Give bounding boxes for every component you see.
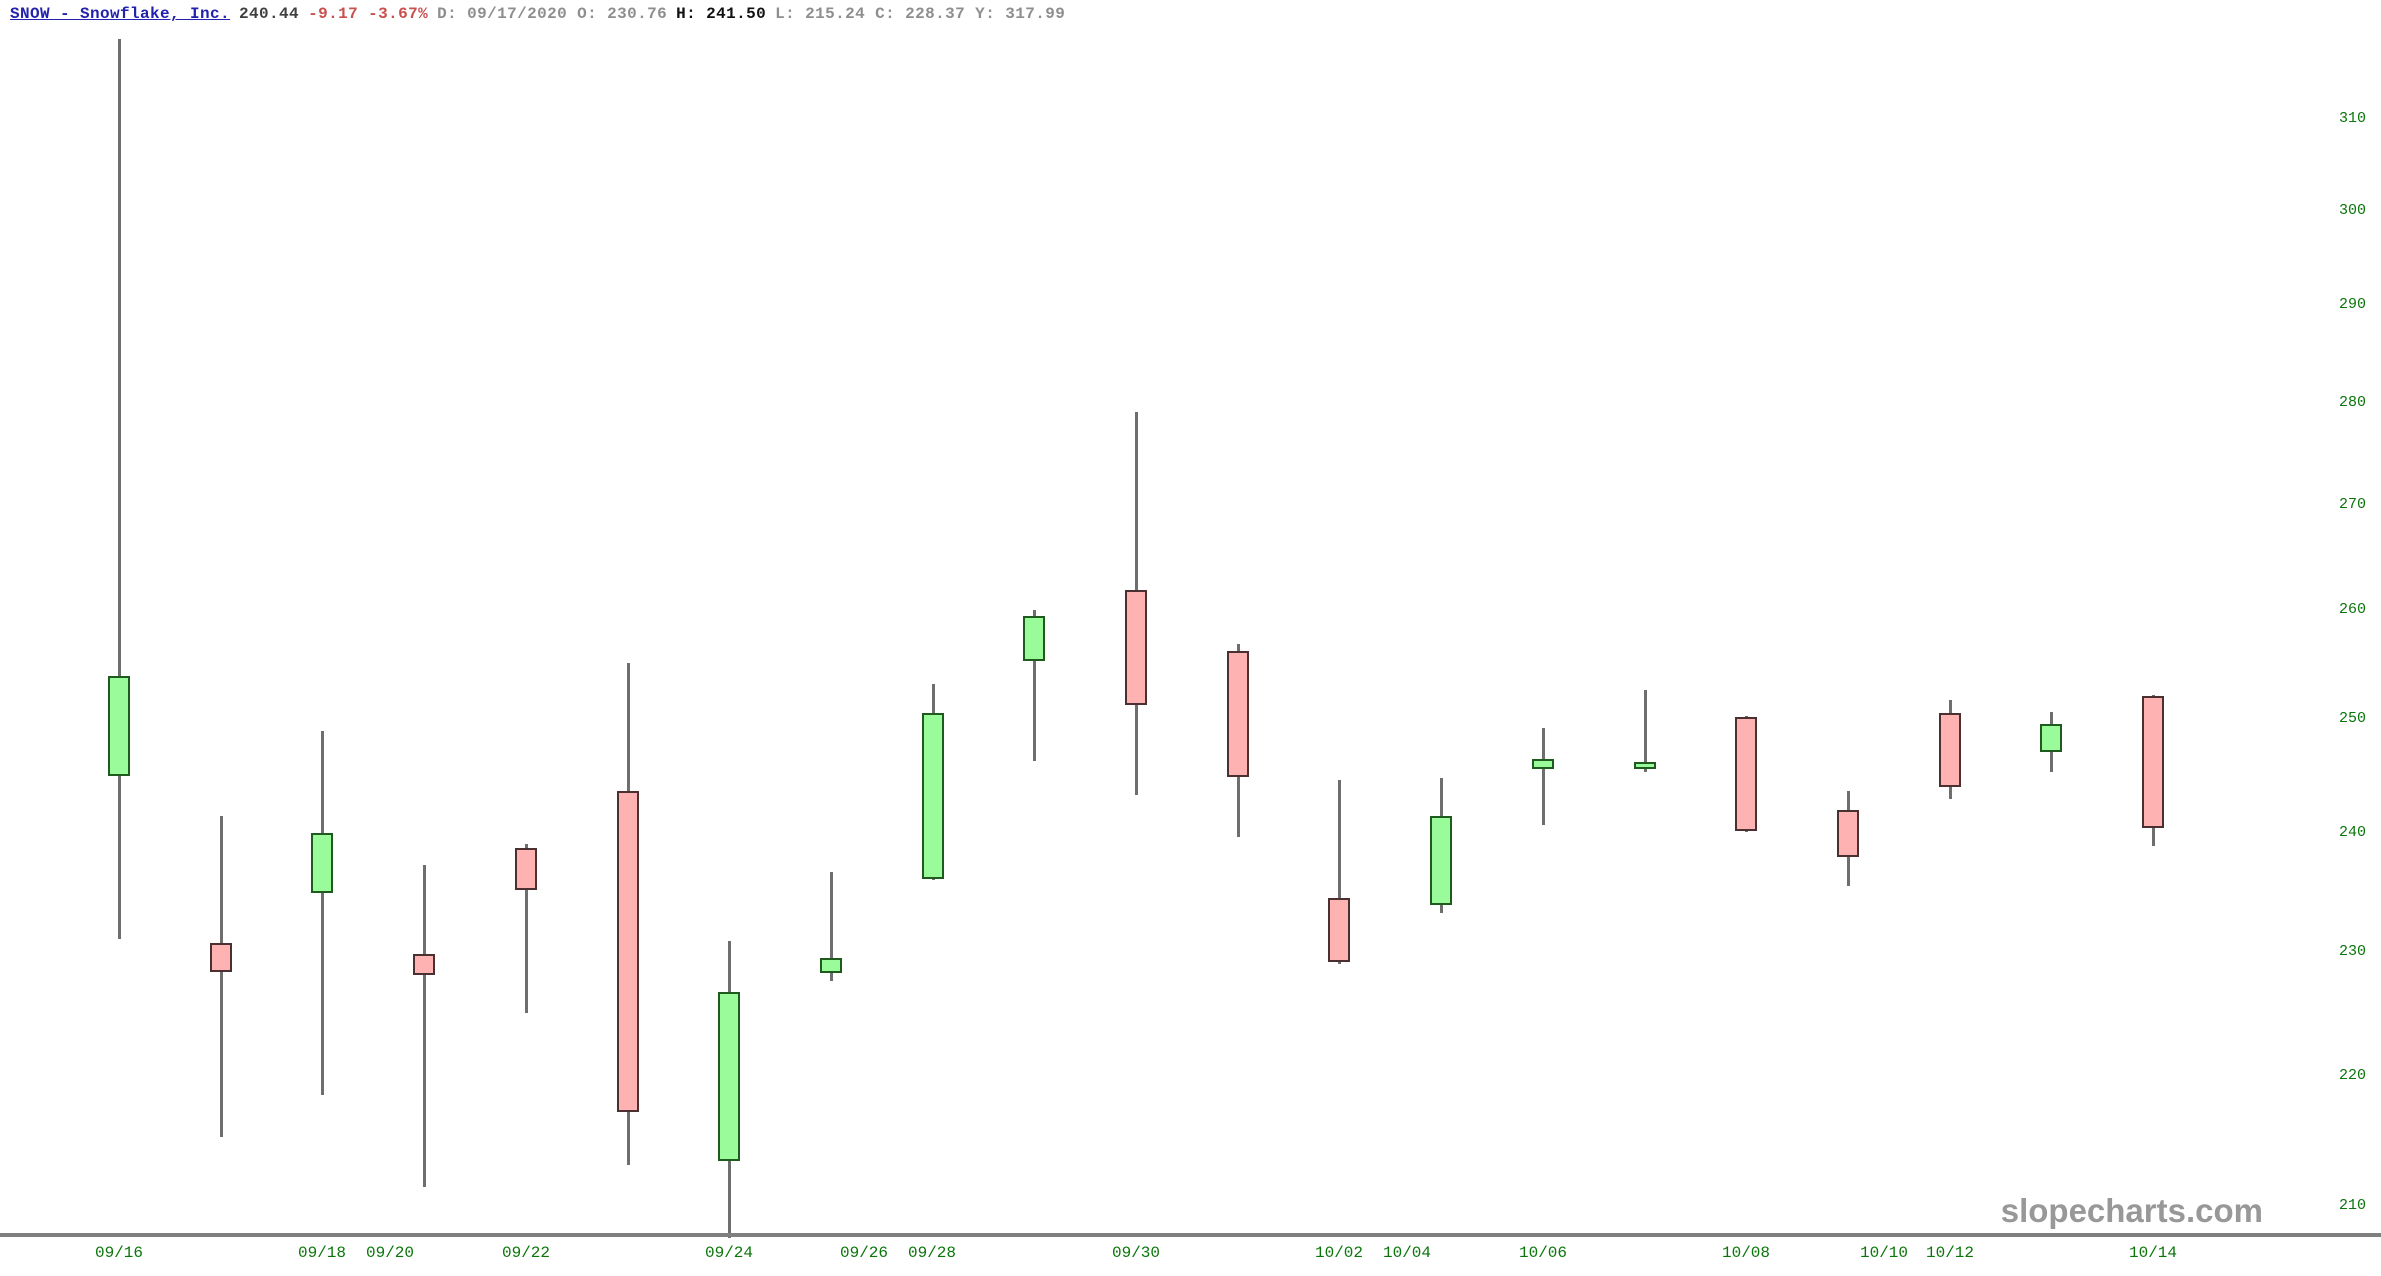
x-axis-label: 10/10 <box>1859 1244 1908 1262</box>
candle-wick <box>524 843 528 1014</box>
y-axis-label: 230 <box>2338 942 2366 960</box>
y-axis-label: 270 <box>2338 495 2366 513</box>
candle-wick <box>829 871 833 982</box>
candle-body-09-29[interactable] <box>1023 616 1046 661</box>
candle-body-09-17[interactable] <box>209 942 232 972</box>
y-axis-label: 310 <box>2338 110 2366 128</box>
x-axis-label: 10/12 <box>1925 1244 1974 1262</box>
x-axis-label: 09/20 <box>365 1244 414 1262</box>
x-axis-label: 09/30 <box>1111 1244 1160 1262</box>
candle-body-10-05[interactable] <box>1430 815 1453 906</box>
x-axis-label: 09/24 <box>704 1244 753 1262</box>
candle-wick <box>1338 780 1342 965</box>
y-axis-label: 250 <box>2338 710 2366 728</box>
candle-body-10-06[interactable] <box>1531 758 1554 769</box>
candle-body-09-30[interactable] <box>1125 589 1147 705</box>
candle-wick <box>321 730 325 1096</box>
candle-body-09-22[interactable] <box>514 848 537 890</box>
x-axis-label: 10/14 <box>2128 1244 2177 1262</box>
candle-body-09-24[interactable] <box>718 992 741 1161</box>
x-axis-label: 09/16 <box>94 1244 143 1262</box>
candle-body-09-25[interactable] <box>819 958 842 973</box>
candle-body-09-16[interactable] <box>108 675 130 776</box>
x-axis-line <box>0 1233 2381 1237</box>
candle-body-10-07[interactable] <box>1633 762 1656 769</box>
session-high: H: 241.50 <box>676 5 767 23</box>
candle-body-10-08[interactable] <box>1735 717 1758 831</box>
y-axis-label: 260 <box>2338 600 2366 618</box>
x-axis-label: 10/06 <box>1518 1244 1567 1262</box>
last-price: 240.44 <box>239 5 300 23</box>
candle-body-10-12[interactable] <box>1938 712 1961 788</box>
candle-body-10-14[interactable] <box>2142 696 2164 829</box>
candle-body-10-09[interactable] <box>1836 810 1859 857</box>
candle-wick <box>1541 728 1545 826</box>
x-axis-label: 10/02 <box>1314 1244 1363 1262</box>
y-axis-label: 300 <box>2338 201 2366 219</box>
x-axis-label: 09/22 <box>501 1244 550 1262</box>
x-axis-label: 10/04 <box>1382 1244 1431 1262</box>
candle-body-09-18[interactable] <box>311 833 334 894</box>
x-axis-label: 09/18 <box>297 1244 346 1262</box>
candle-body-09-23[interactable] <box>616 790 639 1112</box>
candle-body-10-01[interactable] <box>1226 650 1249 777</box>
candle-body-09-28[interactable] <box>921 712 944 879</box>
candle-wick <box>1033 609 1037 761</box>
session-date-open: D: 09/17/2020 O: 230.76 <box>437 5 668 23</box>
x-axis-label: 10/08 <box>1721 1244 1770 1262</box>
ticker-link[interactable]: SNOW - Snowflake, Inc. <box>10 5 231 23</box>
candle-wick <box>1643 690 1647 773</box>
candle-wick <box>118 39 121 939</box>
candle-wick <box>219 815 223 1138</box>
y-axis-label: 210 <box>2338 1196 2366 1214</box>
chart-header: SNOW - Snowflake, Inc. 240.44 -9.17 -3.67%… <box>10 5 1074 23</box>
session-low-close-year: L: 215.24 C: 228.37 Y: 317.99 <box>775 5 1066 23</box>
y-axis-label: 220 <box>2338 1067 2366 1084</box>
y-axis-label: 290 <box>2338 296 2366 314</box>
slopecharts-watermark: slopecharts.com <box>2000 1192 2263 1229</box>
candle-wick <box>423 864 427 1188</box>
y-axis-label: 240 <box>2338 824 2366 842</box>
y-axis-label: 280 <box>2338 394 2366 412</box>
x-axis-label: 09/28 <box>907 1244 956 1262</box>
candle-body-10-02[interactable] <box>1328 897 1351 962</box>
candle-body-10-13[interactable] <box>2040 723 2063 752</box>
candle-body-09-21[interactable] <box>413 954 436 976</box>
x-axis-label: 09/26 <box>839 1244 888 1262</box>
price-change: -9.17 -3.67% <box>308 5 429 23</box>
